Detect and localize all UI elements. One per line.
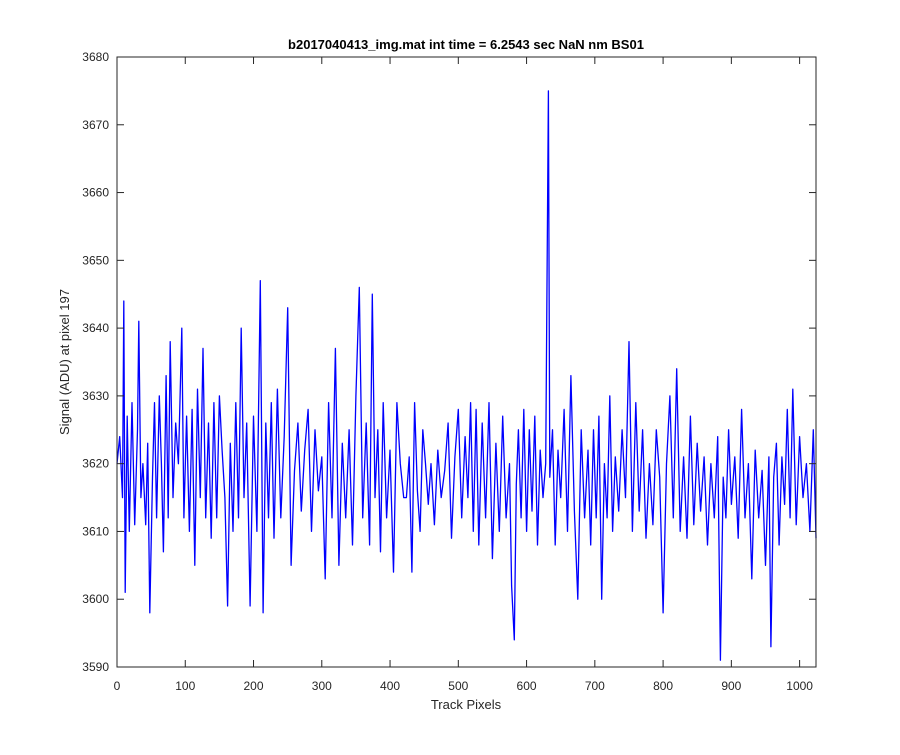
x-tick-label: 300	[312, 679, 332, 693]
y-tick-label: 3590	[82, 660, 109, 674]
y-tick-label: 3610	[82, 524, 109, 538]
x-tick-label: 0	[114, 679, 121, 693]
y-tick-label: 3660	[82, 186, 109, 200]
x-axis-ticks: 0 100 200 300 400 500 600 700 800 900 1000	[114, 57, 813, 693]
x-tick-label: 1000	[786, 679, 813, 693]
axes-box	[116, 56, 817, 668]
y-tick-label: 3600	[82, 592, 109, 606]
x-tick-label: 200	[244, 679, 264, 693]
x-tick-label: 500	[448, 679, 468, 693]
y-tick-label: 3640	[82, 321, 109, 335]
x-tick-label: 800	[653, 679, 673, 693]
plot-area-background	[117, 57, 816, 667]
y-tick-label: 3620	[82, 457, 109, 471]
series-layer	[116, 90, 817, 661]
y-tick-label: 3670	[82, 118, 109, 132]
y-tick-label: 3630	[82, 389, 109, 403]
y-tick-label: 3680	[82, 50, 109, 64]
series-line-0	[116, 90, 817, 661]
y-axis-label: Signal (ADU) at pixel 197	[57, 289, 72, 435]
x-axis-label: Track Pixels	[431, 697, 502, 712]
x-tick-label: 900	[721, 679, 741, 693]
y-tick-label: 3650	[82, 253, 109, 267]
y-axis-ticks: 3590 3600 3610 3620 3630 3640 3650 3660 3670 3680	[82, 50, 816, 674]
x-tick-label: 700	[585, 679, 605, 693]
x-tick-label: 600	[517, 679, 537, 693]
x-tick-label: 400	[380, 679, 400, 693]
chart-title: b2017040413_img.mat int time = 6.2543 se…	[288, 37, 644, 52]
x-tick-label: 100	[175, 679, 195, 693]
